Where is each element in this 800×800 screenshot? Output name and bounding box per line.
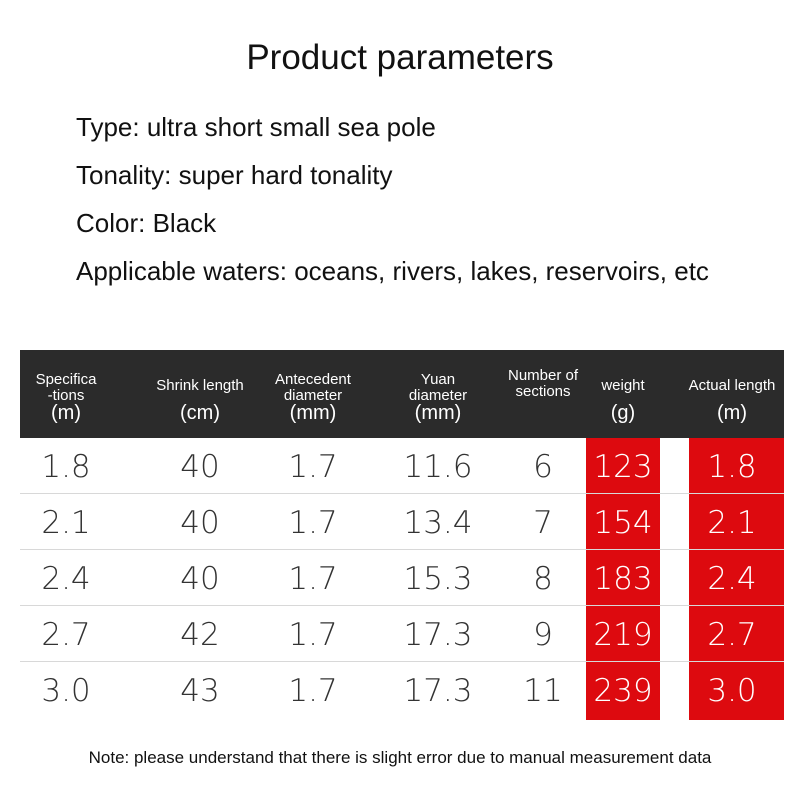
row-divider [20,549,784,550]
header-label: Shrink length [156,377,244,394]
cell-weight: 239 [593,673,653,709]
cell-weight: 183 [593,561,653,597]
cell-antecedent-diameter: 1.7 [288,673,338,709]
cell-number-of-sections: 6 [533,449,553,485]
spec-color: Color: Black [76,208,217,238]
cell-number-of-sections: 9 [533,617,553,653]
table-row: 3.0 43 1.7 17.3 11 239 3.0 [20,662,784,718]
cell-specifications: 3.0 [41,673,91,709]
table-header: Specifica -tions (m) Shrink length (cm) Antec… [20,350,784,438]
cell-shrink-length: 40 [180,449,220,485]
cell-actual-length: 1.8 [707,449,757,485]
header-actual-length: Actual length (m) [680,350,784,438]
header-label: -tions [47,387,85,404]
cell-shrink-length: 40 [180,505,220,541]
spec-type: Type: ultra short small sea pole [76,112,436,142]
header-label: weight [601,377,645,394]
header-shrink-length: Shrink length (cm) [132,350,268,438]
header-unit: (m) [717,402,747,424]
cell-yuan-diameter: 17.3 [403,617,473,653]
table-row: 2.4 40 1.7 15.3 8 183 2.4 [20,550,784,606]
cell-number-of-sections: 11 [523,673,563,709]
cell-weight: 219 [593,617,653,653]
spec-waters: Applicable waters: oceans, rivers, lakes… [76,256,709,286]
header-label: sections [515,383,571,400]
cell-number-of-sections: 8 [533,561,553,597]
cell-antecedent-diameter: 1.7 [288,505,338,541]
header-unit: (mm) [414,402,462,424]
cell-weight: 154 [593,505,653,541]
table-row: 2.7 42 1.7 17.3 9 219 2.7 [20,606,784,662]
header-weight: weight (g) [586,350,660,438]
page-title: Product parameters [246,38,554,77]
header-unit: (cm) [180,402,220,424]
header-label: Number of [507,367,579,384]
row-divider [20,493,784,494]
header-unit: (g) [610,402,636,424]
spec-tonality: Tonality: super hard tonality [76,160,393,190]
header-label: diameter [408,387,468,404]
header-label: Yuan [420,371,456,388]
cell-yuan-diameter: 13.4 [403,505,473,541]
header-label: Antecedent [275,371,351,388]
cell-actual-length: 3.0 [707,673,757,709]
row-divider [20,661,784,662]
cell-specifications: 2.7 [41,617,91,653]
length-column-highlight [689,438,784,720]
cell-antecedent-diameter: 1.7 [288,561,338,597]
cell-specifications: 2.1 [41,505,91,541]
cell-specifications: 2.4 [41,561,91,597]
cell-number-of-sections: 7 [533,505,553,541]
cell-actual-length: 2.4 [707,561,757,597]
row-divider [20,605,784,606]
cell-shrink-length: 40 [180,561,220,597]
header-label: Specifica [35,371,97,388]
table-row: 1.8 40 1.7 11.6 6 123 1.8 [20,438,784,494]
header-unit: (mm) [289,402,337,424]
cell-specifications: 1.8 [41,449,91,485]
header-antecedent-diameter: Antecedent diameter (mm) [248,350,378,438]
table-body: 1.8 40 1.7 11.6 6 123 1.8 2.1 40 1.7 13.4 7 154 2.1 2.… [20,438,784,718]
cell-weight: 123 [593,449,653,485]
cell-yuan-diameter: 11.6 [403,449,473,485]
parameter-table: Specifica -tions (m) Shrink length (cm) Antec… [20,350,784,720]
cell-antecedent-diameter: 1.7 [288,617,338,653]
header-label: diameter [283,387,343,404]
measurement-note: Note: please understand that there is sl… [88,748,712,767]
cell-shrink-length: 42 [180,617,220,653]
header-label: Actual length [688,377,776,394]
spec-list: Type: ultra short small sea pole Tonalit… [76,110,709,302]
header-number-of-sections: Number of sections [480,350,606,438]
header-specifications: Specifica -tions (m) [20,350,112,438]
weight-column-highlight [586,438,660,720]
table-row: 2.1 40 1.7 13.4 7 154 2.1 [20,494,784,550]
cell-yuan-diameter: 17.3 [403,673,473,709]
cell-actual-length: 2.1 [707,505,757,541]
cell-antecedent-diameter: 1.7 [288,449,338,485]
cell-shrink-length: 43 [180,673,220,709]
header-yuan-diameter: Yuan diameter (mm) [370,350,506,438]
cell-actual-length: 2.7 [707,617,757,653]
cell-yuan-diameter: 15.3 [403,561,473,597]
header-unit: (m) [51,402,81,424]
